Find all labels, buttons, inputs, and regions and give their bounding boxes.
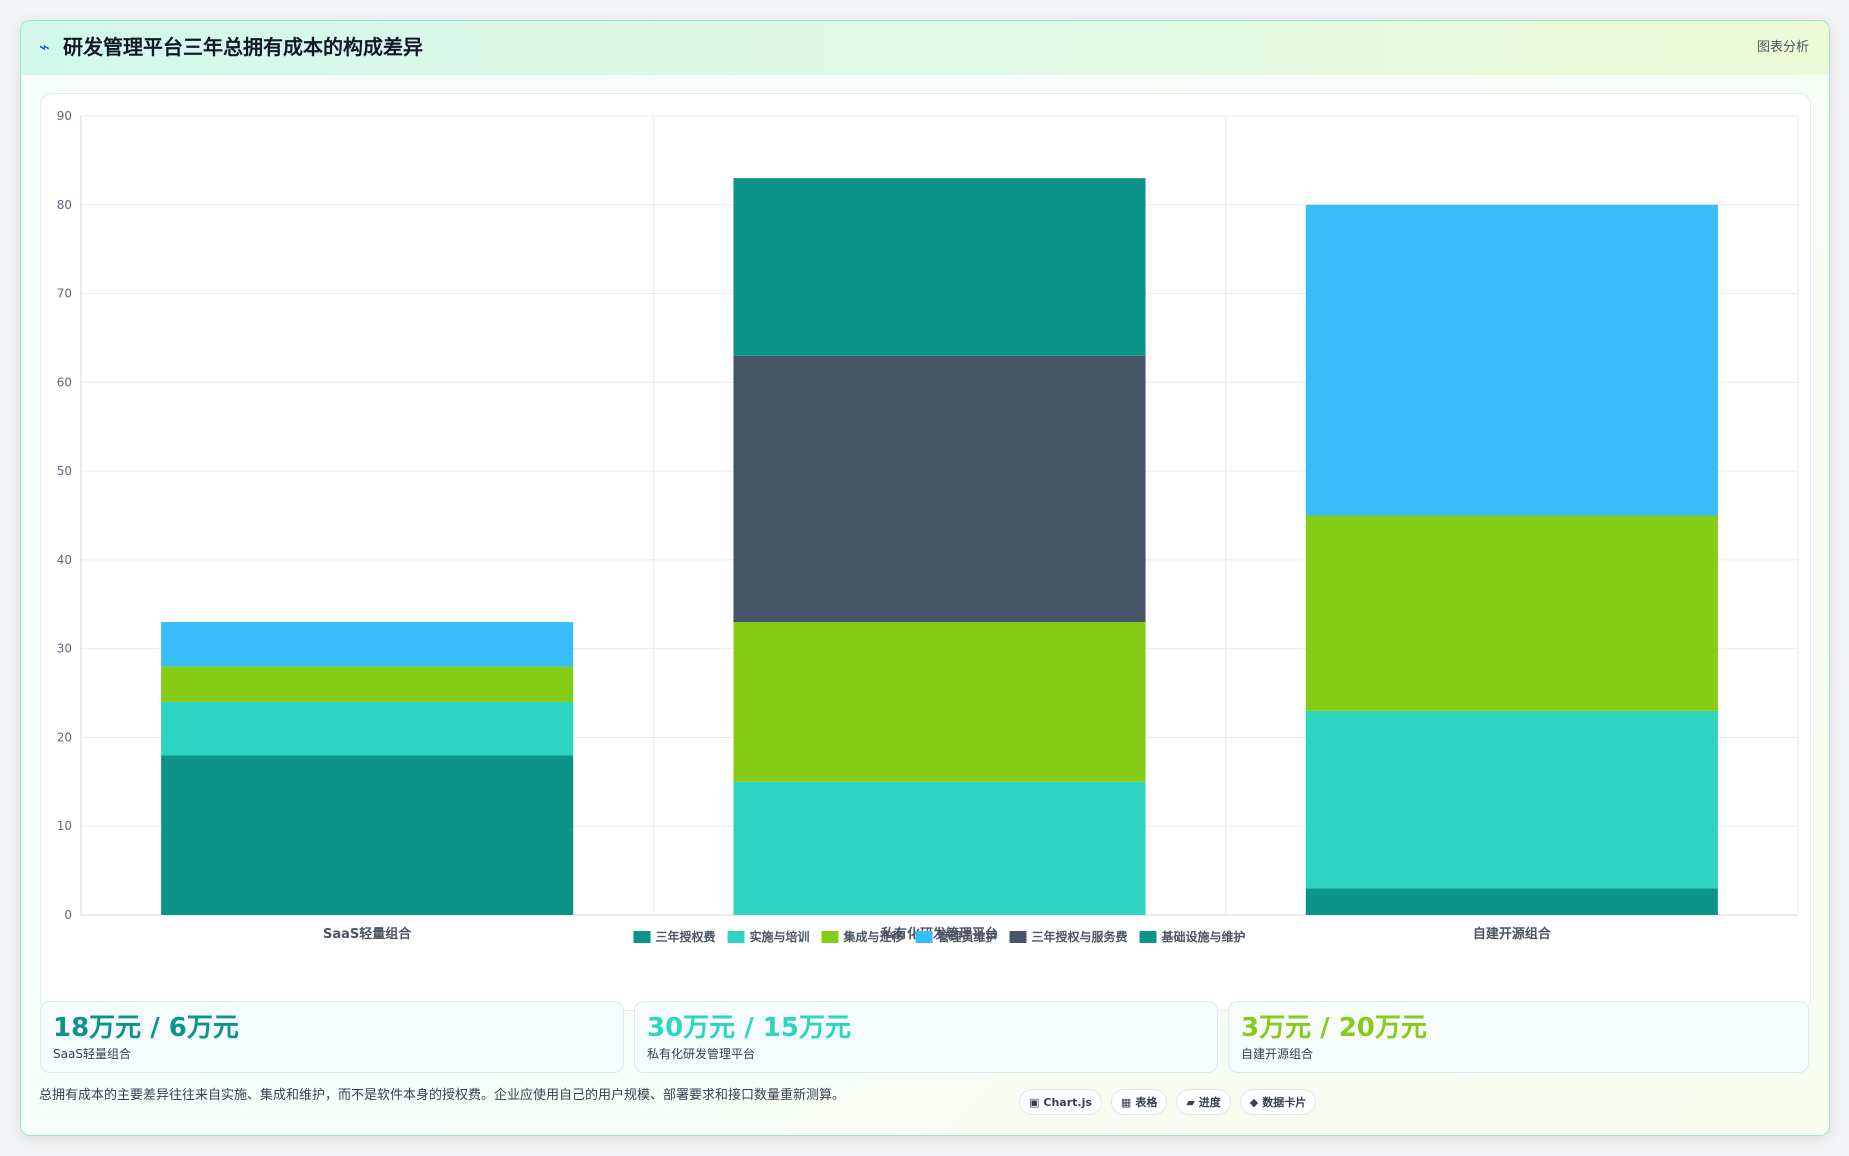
y-tick-label: 0 [64,908,72,922]
y-tick-label: 10 [57,819,72,833]
bar-segment [733,178,1146,356]
chart-icon: ▣ [1029,1095,1040,1109]
stat-card-saas: 18万元 / 6万元 SaaS轻量组合 [40,1001,624,1073]
report-frame: ⌁ 研发管理平台三年总拥有成本的构成差异 图表分析 0 10 20 30 40 50 60 7… [20,20,1830,1136]
chart-trend-icon: ⌁ [39,37,50,58]
bar-segment [733,622,1146,782]
feature-chips: ▣ Chart.js ▦ 表格 ▰ 进度 ◆ 数据卡片 [1019,1089,1317,1115]
stat-card-private: 30万元 / 15万元 私有化研发管理平台 [634,1001,1218,1073]
chip-table[interactable]: ▦ 表格 [1110,1089,1168,1115]
y-tick-label: 20 [57,730,72,744]
chip-progress[interactable]: ▰ 进度 [1176,1089,1231,1115]
legend-swatch [1009,931,1027,943]
legend-label: 基础设施与维护 [1161,929,1246,944]
chip-data-card[interactable]: ◆ 数据卡片 [1239,1089,1317,1115]
y-tick-label: 40 [57,553,72,567]
bar-segment [161,701,574,756]
bar-segment [161,622,574,667]
chip-chartjs[interactable]: ▣ Chart.js [1019,1089,1102,1115]
y-tick-label: 60 [57,375,72,389]
stat-label: 自建开源组合 [1241,1047,1314,1061]
table-icon: ▦ [1120,1095,1132,1109]
bar-segment [1305,515,1718,711]
bar-segment [733,355,1146,623]
bar-segment [161,755,574,915]
legend-label: 管理员维护 [938,929,998,944]
page-title: 研发管理平台三年总拥有成本的构成差异 [63,35,423,59]
legend-label: 三年授权费 [656,929,716,944]
stat-value: 30万元 / 15万元 [647,1013,851,1043]
chip-label: 表格 [1135,1096,1158,1109]
progress-icon: ▰ [1186,1095,1195,1109]
bar-segment [1305,204,1718,516]
stat-label: SaaS轻量组合 [53,1047,131,1061]
x-tick-label: 自建开源组合 [1473,926,1552,942]
x-tick-label: 私有化研发管理平台 [881,926,998,942]
bar-segment [161,666,574,702]
bar-segment [1305,888,1718,915]
bar-segment [1305,710,1718,889]
stat-card-selfbuilt: 3万元 / 20万元 自建开源组合 [1228,1001,1809,1073]
y-tick-label: 30 [57,642,72,656]
legend-swatch [915,931,933,943]
y-tick-label: 90 [57,109,72,123]
legend-label: 三年授权与服务费 [1032,929,1128,944]
stacked-bar-chart: 0 10 20 30 40 50 60 70 80 90 SaaS轻量组合 私有化研发管理平台 自建开源… [57,109,1799,944]
chip-label: 数据卡片 [1262,1096,1307,1109]
chip-label: 进度 [1198,1096,1221,1109]
footnote: 总拥有成本的主要差异往往来自实施、集成和维护，而不是软件本身的授权费。企业应使用… [39,1088,846,1103]
bar-segment [733,781,1146,915]
header-tag: 图表分析 [1756,40,1809,55]
chart-card: 0 10 20 30 40 50 60 70 80 90 SaaS轻量组合 私有化研发管理平台 自建开源… [40,93,1811,1011]
legend-label: 实施与培训 [750,929,810,944]
stat-value: 18万元 / 6万元 [53,1013,239,1043]
y-tick-label: 70 [57,287,72,301]
legend-swatch [633,931,651,943]
legend-label: 集成与迁移 [843,929,904,944]
legend-swatch [1139,931,1157,943]
legend-swatch [727,931,745,943]
data-card-icon: ◆ [1249,1095,1259,1109]
y-tick-label: 50 [57,464,72,478]
chip-label: Chart.js [1043,1095,1092,1109]
stat-label: 私有化研发管理平台 [647,1047,756,1061]
x-tick-label: SaaS轻量组合 [323,926,412,942]
y-tick-label: 80 [57,198,72,212]
legend-swatch [821,931,839,943]
header-bar: ⌁ 研发管理平台三年总拥有成本的构成差异 图表分析 [21,21,1829,75]
stat-value: 3万元 / 20万元 [1241,1013,1427,1043]
